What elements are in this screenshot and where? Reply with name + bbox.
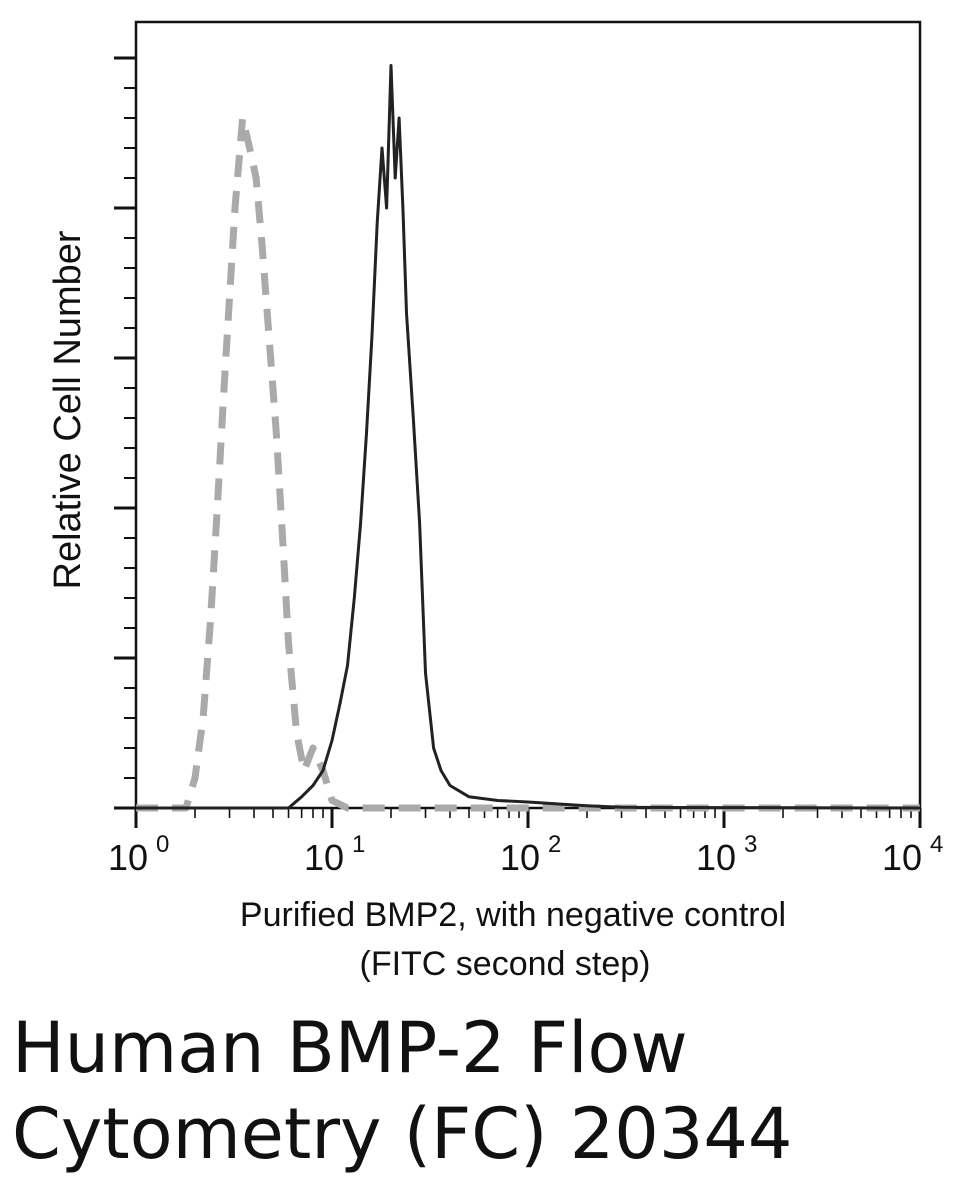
- x-tick-label-base: 10: [696, 837, 736, 878]
- x-tick-label: 10 3: [696, 831, 757, 878]
- x-tick-label-base: 10: [500, 837, 540, 878]
- x-tick-label-base: 10: [304, 837, 344, 878]
- x-tick-label-exponent: 2: [548, 831, 561, 858]
- x-tick-label-exponent: 0: [156, 831, 169, 858]
- x-tick-label-exponent: 3: [744, 831, 757, 858]
- x-axis-label-line1: Purified BMP2, with negative control: [240, 896, 786, 934]
- x-tick-label: 10 1: [304, 831, 365, 878]
- y-axis-ticks: [114, 56, 136, 810]
- bmp2-series-line: [136, 64, 921, 810]
- x-tick-label-exponent: 1: [352, 831, 365, 858]
- x-tick-label-base: 10: [108, 837, 148, 878]
- x-axis-label-line2: (FITC second step): [360, 945, 651, 983]
- x-tick-label: 10 2: [500, 831, 561, 878]
- y-axis-label: Relative Cell Number: [47, 230, 89, 589]
- series-layer: [136, 64, 921, 812]
- x-tick-label: 10 4: [882, 831, 943, 878]
- flow-cytometry-chart: 10 0 10 1 10 2 10 3 10 4 Relative Cell Number Pur…: [47, 20, 943, 983]
- x-tick-label-exponent: 4: [930, 831, 943, 858]
- caption-line-2: Cytometry (FC) 20344: [12, 1093, 793, 1175]
- plot-frame: [134, 20, 922, 810]
- x-tick-label: 10 0: [108, 831, 169, 878]
- x-axis-tick-labels: 10 0 10 1 10 2 10 3 10 4: [108, 831, 943, 878]
- caption-line-1: Human BMP-2 Flow: [12, 1007, 688, 1089]
- x-tick-label-base: 10: [882, 837, 922, 878]
